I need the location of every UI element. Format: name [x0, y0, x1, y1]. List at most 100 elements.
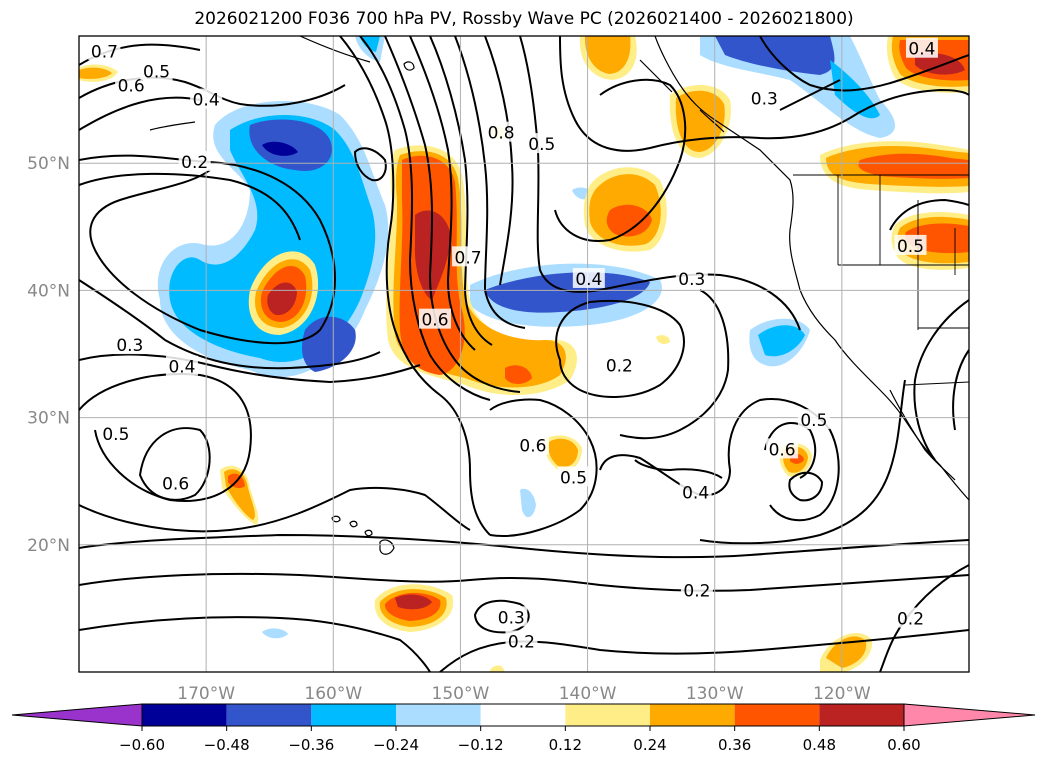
pv-anomaly-positive-region: [548, 438, 578, 468]
contour-line: [555, 299, 685, 398]
contour-label: 0.5: [102, 425, 129, 445]
island-hawaii: [379, 539, 395, 555]
pv-anomaly-negative-region: [262, 628, 288, 639]
contour-label-background: [894, 234, 927, 255]
pv-anomaly-positive-region: [606, 204, 652, 237]
contour-label: 0.2: [606, 356, 633, 376]
longitude-tick-label: 170°W: [177, 684, 235, 704]
contour-label: 0.6: [421, 311, 448, 331]
latitude-tick-label: 30°N: [27, 409, 70, 429]
coastline-baja-peninsula: [889, 389, 956, 481]
contour-line: [79, 96, 201, 131]
contour-line: [439, 629, 969, 672]
colorbar-under-extension: [11, 703, 143, 727]
contour-label: 0.3: [751, 89, 778, 109]
longitude-tick-label: 140°W: [559, 684, 617, 704]
contour-line: [889, 198, 969, 231]
longitude-labels: 170°W 160°W 150°W 140°W 130°W 120°W: [177, 684, 871, 704]
longitude-tick-label: 120°W: [813, 684, 871, 704]
pv-anomaly-positive-region: [858, 153, 969, 179]
contour-line: [384, 36, 521, 393]
contour-line: [79, 486, 471, 533]
contour-label-background: [905, 37, 938, 58]
contour-line: [79, 172, 301, 241]
border-us-mexico: [904, 381, 969, 386]
contour-label-background: [452, 246, 485, 267]
contour-label: 0.2: [683, 582, 710, 602]
contour-label-background: [140, 60, 173, 81]
coastline-alaska-panhandle: [639, 59, 725, 133]
contour-line: [484, 36, 514, 286]
colorbar-tick-label: −0.48: [204, 736, 250, 754]
contour-line: [913, 299, 969, 461]
contour-label: 0.6: [519, 437, 546, 457]
contour-label: 0.5: [800, 411, 827, 431]
island-oahu: [349, 520, 358, 528]
contour-label-background: [178, 150, 211, 171]
contour-line: [727, 398, 840, 522]
contour-line: [138, 427, 211, 501]
contour-label: 0.7: [91, 42, 118, 62]
longitude-tick-label: 130°W: [686, 684, 744, 704]
contour-label: 0.7: [455, 248, 482, 268]
coastline-north-america: [654, 36, 969, 501]
pv-anomaly-positive-region: [505, 365, 532, 384]
contour-label-background: [557, 466, 590, 487]
border-state-line: [837, 175, 969, 330]
political-borders: [793, 174, 969, 386]
contour-label-background: [894, 607, 927, 628]
contour-label: 0.4: [193, 91, 220, 111]
latitude-tick-label: 50°N: [27, 154, 70, 174]
contour-line: [409, 36, 476, 351]
contour-label: 0.4: [908, 40, 935, 60]
colorbar-segment: [819, 704, 904, 726]
figure-title: 2026021200 F036 700 hPa PV, Rossby Wave …: [194, 9, 853, 29]
pv-anomaly-negative-region: [249, 119, 332, 171]
pv-anomaly-negative-region: [262, 141, 298, 156]
contour-line: [79, 279, 381, 370]
pv-anomaly-negative-region: [169, 115, 376, 363]
latitude-tick-label: 20°N: [27, 536, 70, 556]
contour-line: [779, 79, 841, 111]
pv-anomaly-positive-region: [395, 594, 432, 610]
colorbar-segment: [311, 704, 396, 726]
contour-label-background: [88, 40, 121, 61]
contour-line: [79, 533, 969, 559]
colorbar-tick-label: −0.36: [288, 736, 334, 754]
latitude-labels: 20°N 30°N 40°N 50°N: [27, 154, 70, 556]
map-panel: 0.70.60.50.40.20.30.40.50.60.80.50.70.60…: [27, 35, 970, 704]
pv-anomaly-positive-region: [414, 210, 451, 300]
contour-line: [634, 459, 723, 479]
contour-label-background: [680, 579, 713, 600]
colorbar-segment: [565, 704, 650, 726]
map-frame: [78, 35, 970, 673]
colorbar-segment: [650, 704, 735, 726]
contour-line: [489, 398, 598, 537]
contour-label: 0.2: [897, 610, 924, 630]
contour-label: 0.5: [560, 468, 587, 488]
pv-anomaly-positive-region: [915, 53, 965, 75]
contour-label-background: [113, 334, 146, 355]
pv-anomaly-positive-region: [675, 90, 725, 152]
contour-line: [599, 454, 731, 497]
latitude-tick-label: 40°N: [27, 281, 70, 301]
contour-label-background: [190, 88, 223, 109]
contour-label-background: [525, 133, 558, 154]
contour-line: [429, 36, 493, 346]
island-maui: [364, 529, 373, 537]
contour-label: 0.4: [575, 270, 602, 290]
contour-label-background: [679, 481, 712, 502]
colorbar-segment: [480, 704, 566, 726]
contour-line: [353, 147, 387, 182]
contour-label: 0.4: [168, 358, 195, 378]
pv-anomaly-positive-region: [656, 335, 670, 345]
longitude-tick-label: 150°W: [432, 684, 490, 704]
contour-label: 0.5: [897, 237, 924, 257]
contour-label-background: [748, 87, 781, 108]
contour-label: 0.5: [143, 63, 170, 83]
contour-line: [699, 379, 906, 545]
contour-line: [952, 349, 969, 431]
pv-anomaly-positive-region: [584, 36, 631, 74]
coastlines: [149, 36, 969, 555]
